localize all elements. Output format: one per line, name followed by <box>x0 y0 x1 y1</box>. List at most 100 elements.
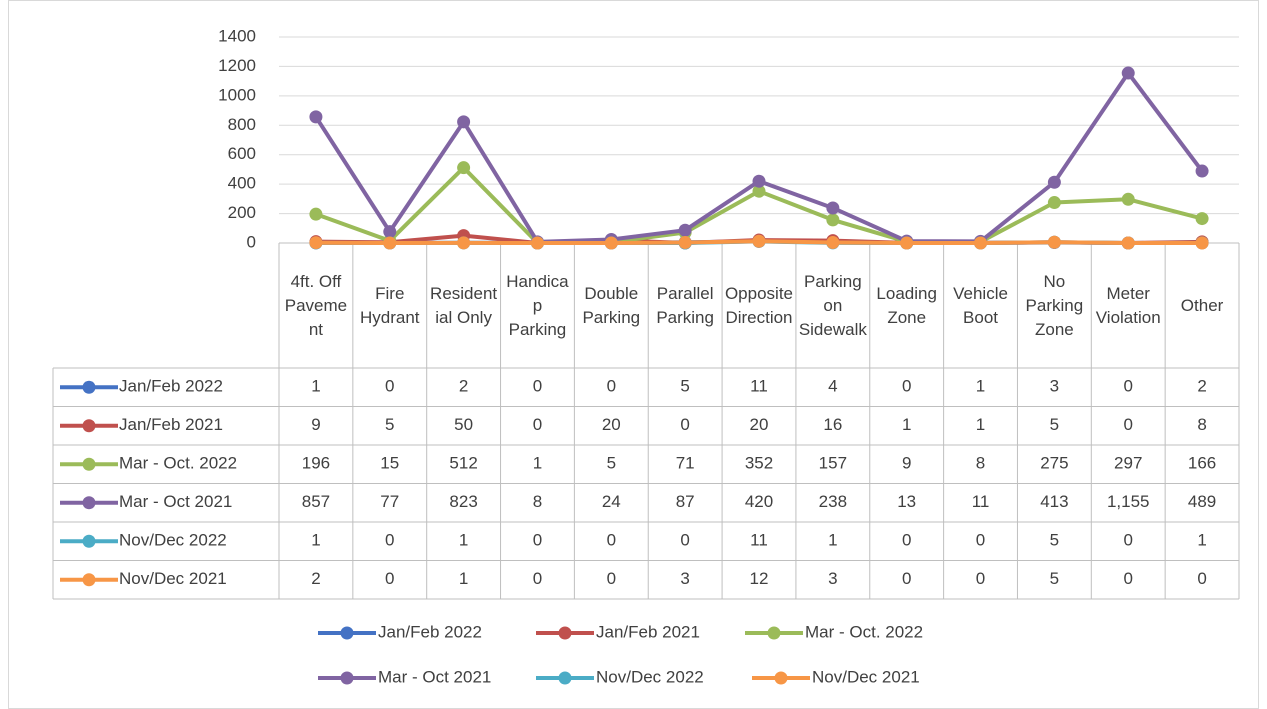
data-point <box>752 174 766 188</box>
legend-key <box>774 671 788 685</box>
table-value: 87 <box>676 492 695 511</box>
y-tick-label: 200 <box>228 203 256 222</box>
x-tick-label: Meter Violation <box>1095 283 1161 327</box>
table-value: 5 <box>1050 415 1059 434</box>
table-legend-key <box>82 457 96 471</box>
legend-label: Jan/Feb 2021 <box>596 622 700 641</box>
table-series-name: Jan/Feb 2022 <box>119 377 223 396</box>
table-value: 5 <box>680 377 689 396</box>
x-tick-label: Opposite Direction <box>724 283 793 327</box>
data-point <box>383 225 397 239</box>
table-value: 71 <box>676 454 695 473</box>
table-value: 0 <box>902 377 911 396</box>
legend-label: Mar - Oct 2021 <box>378 667 491 686</box>
table-value: 20 <box>750 415 769 434</box>
data-point <box>309 207 323 221</box>
table-value: 0 <box>976 531 985 550</box>
table-value: 0 <box>385 531 394 550</box>
x-tick-label: Other <box>1180 295 1224 315</box>
table-value: 0 <box>1123 377 1132 396</box>
data-point <box>826 201 840 215</box>
table-value: 1,155 <box>1107 492 1150 511</box>
table-value: 12 <box>750 569 769 588</box>
table-value: 1 <box>311 531 320 550</box>
table-value: 24 <box>602 492 621 511</box>
table-value: 15 <box>380 454 399 473</box>
table-value: 238 <box>819 492 847 511</box>
y-tick-label: 1400 <box>218 26 256 45</box>
table-series-name: Nov/Dec 2021 <box>119 569 227 588</box>
table-series-name: Jan/Feb 2021 <box>119 415 223 434</box>
table-value: 0 <box>680 531 689 550</box>
data-point <box>1047 175 1061 189</box>
table-value: 0 <box>385 569 394 588</box>
x-tick-label: No Parking Zone <box>1025 271 1084 339</box>
data-point <box>826 213 840 227</box>
data-point <box>309 110 323 124</box>
x-tick-label: Parallel Parking <box>656 283 714 327</box>
table-value: 11 <box>750 531 768 550</box>
table-value: 5 <box>1050 569 1059 588</box>
x-tick-label: Loading Zone <box>876 283 937 327</box>
table-value: 13 <box>897 492 916 511</box>
table-value: 3 <box>828 569 837 588</box>
data-point <box>530 236 544 250</box>
table-value: 16 <box>823 415 842 434</box>
x-tick-label: Parking on Sidewalk <box>798 271 867 339</box>
table-legend-key <box>82 419 96 433</box>
y-tick-label: 800 <box>228 115 256 134</box>
x-tick-label: Vehicle Boot <box>953 283 1008 327</box>
table-value: 0 <box>1197 569 1206 588</box>
table-value: 352 <box>745 454 773 473</box>
table-value: 1 <box>459 531 468 550</box>
table-value: 0 <box>1123 531 1132 550</box>
legend-label: Nov/Dec 2022 <box>596 667 704 686</box>
data-point <box>1121 66 1135 80</box>
legend-key <box>558 626 572 640</box>
table-value: 0 <box>385 377 394 396</box>
table-value: 0 <box>902 569 911 588</box>
table-value: 0 <box>533 531 542 550</box>
data-point <box>457 115 471 129</box>
legend-label: Jan/Feb 2022 <box>378 622 482 641</box>
table-value: 413 <box>1040 492 1068 511</box>
data-point <box>974 236 988 250</box>
table-value: 1 <box>1197 531 1206 550</box>
table-value: 823 <box>449 492 477 511</box>
table-value: 2 <box>1197 377 1206 396</box>
table-value: 0 <box>680 415 689 434</box>
table-series-name: Nov/Dec 2022 <box>119 531 227 550</box>
table-value: 1 <box>902 415 911 434</box>
table-value: 857 <box>302 492 330 511</box>
table-value: 3 <box>1050 377 1059 396</box>
table-value: 8 <box>1197 415 1206 434</box>
table-legend-key <box>82 573 96 587</box>
data-point <box>1047 235 1061 249</box>
x-tick-label: Residential Only <box>430 283 498 327</box>
table-value: 0 <box>1123 569 1132 588</box>
legend-key <box>558 671 572 685</box>
table-value: 9 <box>311 415 320 434</box>
data-point <box>1195 164 1209 178</box>
chart-border <box>8 0 1259 709</box>
table-value: 2 <box>311 569 320 588</box>
x-tick-label: 4ft. Off Pavement <box>284 271 348 339</box>
data-point <box>752 234 766 248</box>
data-point <box>457 236 471 250</box>
table-value: 0 <box>533 569 542 588</box>
data-point <box>1121 192 1135 206</box>
table-value: 5 <box>385 415 394 434</box>
data-point <box>1195 212 1209 226</box>
table-value: 196 <box>302 454 330 473</box>
table-value: 489 <box>1188 492 1216 511</box>
x-tick-label: Double Parking <box>582 283 641 327</box>
table-value: 1 <box>311 377 320 396</box>
data-point <box>604 236 618 250</box>
table-value: 275 <box>1040 454 1068 473</box>
data-point <box>826 236 840 250</box>
table-value: 11 <box>750 377 768 396</box>
data-point <box>678 223 692 237</box>
x-tick-label: Fire Hydrant <box>360 283 420 327</box>
